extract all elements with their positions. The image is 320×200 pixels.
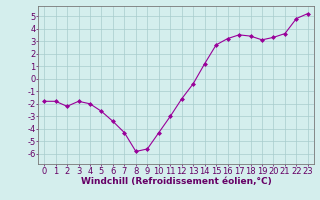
X-axis label: Windchill (Refroidissement éolien,°C): Windchill (Refroidissement éolien,°C) [81, 177, 271, 186]
